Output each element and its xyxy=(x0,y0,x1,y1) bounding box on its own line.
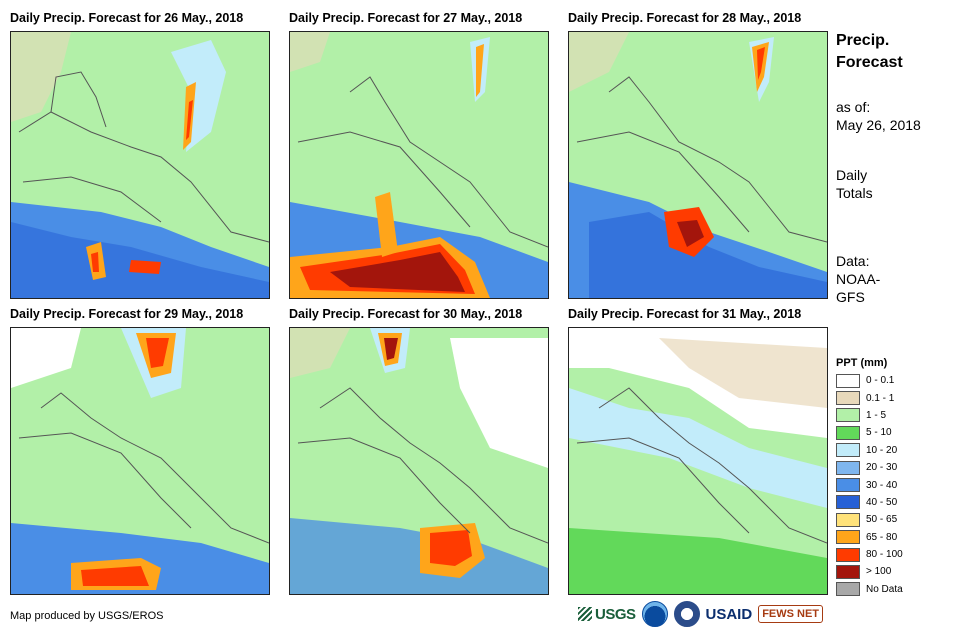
legend-item: No Data xyxy=(836,581,903,598)
legend-swatch xyxy=(836,391,860,406)
usgs-logo: USGS xyxy=(578,606,636,623)
legend-title: PPT (mm) xyxy=(836,357,888,369)
panel-title-30-may: Daily Precip. Forecast for 30 May., 2018 xyxy=(289,307,523,321)
totals-block: Daily Totals xyxy=(836,166,873,202)
legend-label: 50 - 65 xyxy=(866,514,898,526)
usgs-bars-icon xyxy=(578,607,592,621)
legend-item: 10 - 20 xyxy=(836,442,903,459)
legend-label: 1 - 5 xyxy=(866,409,887,421)
legend-label: 0.1 - 1 xyxy=(866,392,895,404)
legend-item: 50 - 65 xyxy=(836,511,903,528)
legend-swatch xyxy=(836,373,860,388)
legend-swatch xyxy=(836,460,860,475)
side-title: Precip. Forecast xyxy=(836,30,903,74)
map-panel-29-may xyxy=(10,327,270,595)
as-of-label: as of: xyxy=(836,99,871,115)
logo-strip: USGS USAID FEWS NET xyxy=(578,600,824,628)
legend-item: 0 - 0.1 xyxy=(836,372,903,389)
legend-item: 80 - 100 xyxy=(836,546,903,563)
legend-swatch xyxy=(836,425,860,440)
usaid-logo: USAID xyxy=(705,605,753,623)
legend-swatch xyxy=(836,547,860,562)
legend-item: 40 - 50 xyxy=(836,494,903,511)
data-source-block: Data: NOAA- GFS xyxy=(836,252,880,306)
legend-rows: 0 - 0.1 0.1 - 1 1 - 5 5 - 10 10 - 20 20 - 30 3… xyxy=(836,372,903,598)
map-panel-27-may xyxy=(289,31,549,299)
legend-swatch xyxy=(836,408,860,423)
legend-label: 10 - 20 xyxy=(866,444,898,456)
map-panel-26-may xyxy=(10,31,270,299)
as-of-date: May 26, 2018 xyxy=(836,117,921,133)
data-source-line2: NOAA- xyxy=(836,271,881,287)
legend-swatch xyxy=(836,512,860,527)
panel-title-26-may: Daily Precip. Forecast for 26 May., 2018 xyxy=(10,11,244,25)
legend-item: 65 - 80 xyxy=(836,529,903,546)
legend-swatch xyxy=(836,564,860,579)
legend-swatch xyxy=(836,530,860,545)
legend-label: > 100 xyxy=(866,566,892,578)
legend: PPT (mm) 0 - 0.1 0.1 - 1 1 - 5 5 - 10 10 - 2… xyxy=(836,357,903,598)
totals-line2: Totals xyxy=(836,185,873,201)
panel-title-31-may: Daily Precip. Forecast for 31 May., 2018 xyxy=(568,307,802,321)
legend-swatch xyxy=(836,478,860,493)
fews-net-logo: FEWS NET xyxy=(758,605,824,623)
legend-label: 80 - 100 xyxy=(866,549,903,561)
legend-label: 65 - 80 xyxy=(866,531,898,543)
data-source-line1: Data: xyxy=(836,253,870,269)
panel-title-29-may: Daily Precip. Forecast for 29 May., 2018 xyxy=(10,307,244,321)
usgs-logo-text: USGS xyxy=(595,605,636,623)
panel-title-27-may: Daily Precip. Forecast for 27 May., 2018 xyxy=(289,11,523,25)
legend-swatch xyxy=(836,495,860,510)
map-panel-30-may xyxy=(289,327,549,595)
footer-credit: Map produced by USGS/EROS xyxy=(10,610,164,622)
legend-label: 5 - 10 xyxy=(866,427,892,439)
state-seal-icon xyxy=(673,601,700,627)
legend-item: 30 - 40 xyxy=(836,476,903,493)
map-panel-28-may xyxy=(568,31,828,299)
legend-item: > 100 xyxy=(836,563,903,580)
side-title-line1: Precip. xyxy=(836,32,890,49)
legend-label: 40 - 50 xyxy=(866,496,898,508)
legend-label: 0 - 0.1 xyxy=(866,375,895,387)
as-of-block: as of: May 26, 2018 xyxy=(836,98,921,134)
totals-line1: Daily xyxy=(836,167,868,183)
legend-swatch xyxy=(836,582,860,597)
panel-title-28-may: Daily Precip. Forecast for 28 May., 2018 xyxy=(568,11,802,25)
legend-item: 20 - 30 xyxy=(836,459,903,476)
legend-label: No Data xyxy=(866,583,903,595)
side-title-line2: Forecast xyxy=(836,54,903,71)
noaa-seal-icon xyxy=(641,601,668,627)
legend-label: 30 - 40 xyxy=(866,479,898,491)
legend-item: 1 - 5 xyxy=(836,407,903,424)
data-source-line3: GFS xyxy=(836,289,865,305)
legend-item: 0.1 - 1 xyxy=(836,389,903,406)
legend-swatch xyxy=(836,443,860,458)
legend-label: 20 - 30 xyxy=(866,462,898,474)
legend-item: 5 - 10 xyxy=(836,424,903,441)
map-panel-31-may xyxy=(568,327,828,595)
